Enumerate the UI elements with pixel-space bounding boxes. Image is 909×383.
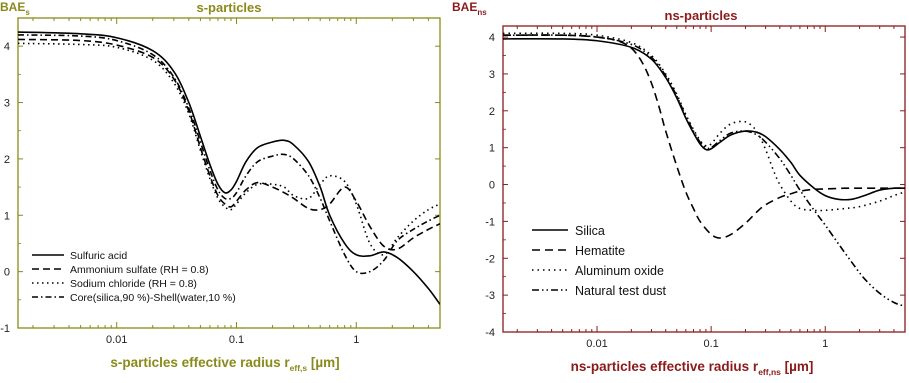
- series-line-ns-2: [503, 32, 905, 212]
- chart-s-particles: s-particles BAEs s-particles effective r…: [0, 0, 441, 373]
- ytick-label-ns: 0: [489, 180, 495, 192]
- ytick-label-ns: -4: [485, 327, 495, 339]
- plot-frame-ns: [502, 25, 906, 333]
- legend-ns: Silica Hematite Aluminum oxide Natural t…: [532, 224, 667, 298]
- chart-marks: -1 0 1 2 3 4 0.01 0.1 1 -4 -3 -2 -1 0 1 2 3 4 0.01 0.1 1: [0, 17, 906, 350]
- legend-label-dust: Natural test dust: [575, 284, 667, 298]
- ytick-label-ns: -3: [485, 290, 495, 302]
- series-line-ns-0: [503, 37, 905, 201]
- chart-ns-particles: ns-particles BAEns ns-particles effectiv…: [452, 0, 906, 377]
- plot-frame-s: [17, 17, 441, 329]
- series-line-s-1: [18, 38, 440, 251]
- legend-label-aluminum: Aluminum oxide: [575, 264, 664, 278]
- marks-s: -1 0 1 2 3 4 0.01 0.1 1: [0, 17, 441, 346]
- xtick-label-s: 1: [353, 334, 359, 346]
- legend-label-hematite: Hematite: [575, 244, 625, 258]
- legend-label-ammonium: Ammonium sulfate (RH = 0.8): [70, 264, 209, 276]
- ylabel-ns-sub: ns: [477, 8, 487, 17]
- ytick-label-s: -1: [0, 323, 10, 335]
- ylabel-s-sub: s: [25, 8, 30, 17]
- series-line-ns-3: [503, 34, 905, 307]
- ytick-label-s: 3: [4, 98, 10, 110]
- ytick-label-s: 1: [4, 210, 10, 222]
- xlabel-ns-sub: eff,ns: [758, 367, 781, 377]
- xlabel-s-sub: eff,s: [290, 363, 308, 373]
- xlabel-s: s-particles effective radius reff,s [µm]: [110, 355, 339, 373]
- ytick-label-ns: -1: [485, 216, 495, 228]
- xtick-label-s: 0.01: [106, 334, 127, 346]
- xlabel-ns-unit: [µm]: [781, 359, 814, 374]
- chart-title-ns: ns-particles: [665, 8, 738, 23]
- legend-s: Sulfuric acid Ammonium sulfate (RH = 0.8…: [32, 250, 236, 304]
- xlabel-ns: ns-particles effective radius reff,ns [µ…: [571, 359, 814, 377]
- legend-label-sodium: Sodium chloride (RH = 0.8): [70, 278, 197, 290]
- ytick-label-s: 2: [4, 154, 10, 166]
- series-line-ns-1: [503, 34, 905, 239]
- ylabel-ns: BAEns: [452, 0, 487, 17]
- ytick-label-s: 4: [4, 41, 10, 53]
- ylabel-s-main: BAE: [0, 0, 25, 14]
- ytick-label-ns: 4: [489, 32, 495, 44]
- series-line-s-3: [18, 34, 440, 275]
- legend-label-coreshell: Core(silica,90 %)-Shell(water,10 %): [70, 292, 236, 304]
- series-line-s-2: [18, 42, 440, 256]
- legend-label-sulfuric: Sulfuric acid: [70, 250, 127, 262]
- legend-label-silica: Silica: [575, 224, 605, 238]
- xtick-label-ns: 0.01: [586, 338, 607, 350]
- ylabel-s: BAEs: [0, 0, 30, 17]
- ytick-label-ns: 1: [489, 143, 495, 155]
- xtick-label-s: 0.1: [229, 334, 244, 346]
- marks-ns: -4 -3 -2 -1 0 1 2 3 4 0.01 0.1 1: [485, 26, 906, 350]
- ytick-label-ns: -2: [485, 253, 495, 265]
- ytick-label-ns: 2: [489, 106, 495, 118]
- chart-title-s: s-particles: [196, 0, 261, 15]
- ylabel-ns-main: BAE: [452, 0, 477, 14]
- xlabel-s-main: s-particles effective radius r: [110, 355, 290, 370]
- xtick-label-ns: 1: [822, 338, 828, 350]
- xlabel-ns-main: ns-particles effective radius r: [571, 359, 759, 374]
- ytick-label-s: 0: [4, 267, 10, 279]
- ytick-label-ns: 3: [489, 69, 495, 81]
- xtick-label-ns: 0.1: [703, 338, 718, 350]
- xlabel-s-unit: [µm]: [307, 355, 340, 370]
